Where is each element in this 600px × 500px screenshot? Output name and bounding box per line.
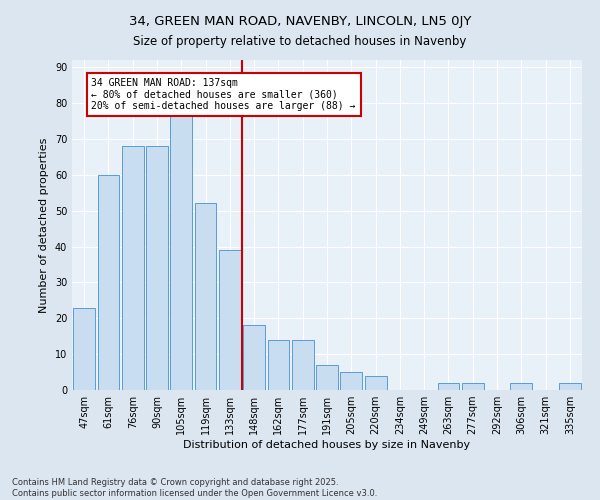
Bar <box>268 340 289 390</box>
Bar <box>511 383 532 390</box>
Text: 34 GREEN MAN ROAD: 137sqm
← 80% of detached houses are smaller (360)
20% of semi: 34 GREEN MAN ROAD: 137sqm ← 80% of detac… <box>91 78 356 111</box>
Text: Size of property relative to detached houses in Navenby: Size of property relative to detached ho… <box>133 35 467 48</box>
Bar <box>340 372 362 390</box>
Bar <box>292 340 314 390</box>
Bar <box>170 85 192 390</box>
Y-axis label: Number of detached properties: Number of detached properties <box>39 138 49 312</box>
Bar <box>194 204 217 390</box>
Bar <box>437 383 460 390</box>
Text: Contains HM Land Registry data © Crown copyright and database right 2025.
Contai: Contains HM Land Registry data © Crown c… <box>12 478 377 498</box>
Bar <box>462 383 484 390</box>
Bar <box>243 326 265 390</box>
Bar <box>122 146 143 390</box>
Bar <box>219 250 241 390</box>
X-axis label: Distribution of detached houses by size in Navenby: Distribution of detached houses by size … <box>184 440 470 450</box>
Bar <box>365 376 386 390</box>
Bar <box>146 146 168 390</box>
Text: 34, GREEN MAN ROAD, NAVENBY, LINCOLN, LN5 0JY: 34, GREEN MAN ROAD, NAVENBY, LINCOLN, LN… <box>129 15 471 28</box>
Bar <box>97 175 119 390</box>
Bar <box>73 308 95 390</box>
Bar <box>559 383 581 390</box>
Bar <box>316 365 338 390</box>
